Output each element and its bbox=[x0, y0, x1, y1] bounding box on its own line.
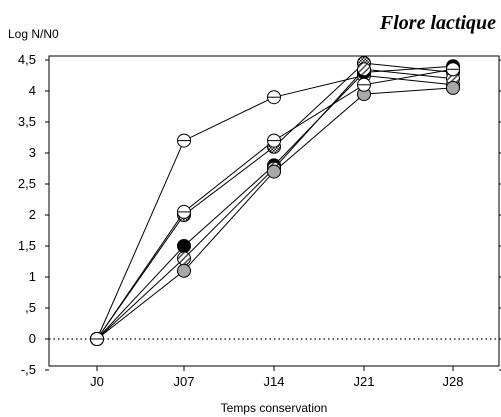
y-tick-label: 2,5 bbox=[18, 176, 36, 191]
series-lines bbox=[96, 62, 454, 340]
y-tick-label: 0 bbox=[29, 331, 36, 346]
series-line-6 bbox=[96, 68, 454, 340]
series-line-2 bbox=[96, 65, 454, 340]
x-tick-label: J14 bbox=[264, 374, 285, 389]
x-axis-title: Temps conservation bbox=[221, 401, 328, 415]
series-markers bbox=[90, 56, 460, 346]
y-tick-label: 3 bbox=[29, 145, 36, 160]
y-tick-label: 1,5 bbox=[18, 238, 36, 253]
y-tick-label: 2 bbox=[29, 207, 36, 222]
y-tick-label: -,5 bbox=[21, 362, 36, 377]
y-tick-label: 4,5 bbox=[18, 52, 36, 67]
y-tick-label: 1 bbox=[29, 269, 36, 284]
y-tick-label: 4 bbox=[29, 83, 36, 98]
x-axis: J0 J07 J14 J21 J28 bbox=[90, 366, 463, 389]
x-tick-label: J07 bbox=[174, 374, 195, 389]
chart-title: Flore lactique bbox=[379, 12, 496, 34]
data-point-series-2 bbox=[177, 239, 191, 253]
y-axis: 4,543,532,521,51,50-,5 bbox=[18, 52, 501, 377]
x-tick-label: J28 bbox=[443, 374, 464, 389]
data-point-series-4 bbox=[357, 62, 371, 77]
data-point-series-5 bbox=[446, 80, 460, 95]
series-line-5 bbox=[96, 87, 454, 340]
x-tick-label: J0 bbox=[90, 374, 104, 389]
series-line-4 bbox=[96, 68, 454, 340]
y-tick-label: ,5 bbox=[25, 300, 36, 315]
data-point-series-5 bbox=[267, 164, 281, 179]
y-tick-label: 3,5 bbox=[18, 114, 36, 129]
series-line-1 bbox=[96, 74, 454, 340]
y-axis-title: Log N/N0 bbox=[8, 27, 59, 41]
data-point-series-4 bbox=[177, 251, 191, 266]
x-tick-label: J21 bbox=[354, 374, 375, 389]
data-point-series-5 bbox=[177, 263, 191, 278]
